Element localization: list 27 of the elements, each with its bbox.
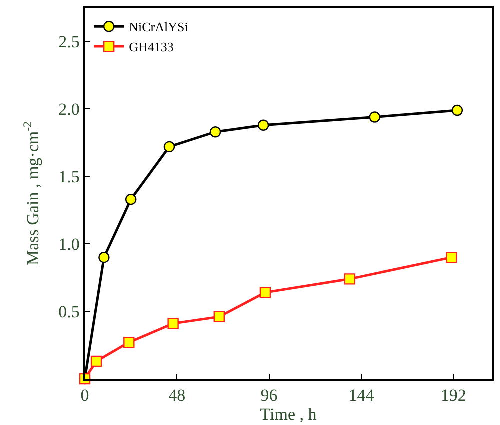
point bbox=[258, 120, 270, 131]
point bbox=[210, 126, 222, 138]
y-tick-label: 2.5 bbox=[58, 32, 80, 52]
legend-label: GH4133 bbox=[129, 40, 174, 55]
point bbox=[90, 356, 102, 368]
legend-label: NiCrAlYSi bbox=[129, 20, 189, 35]
x-tick-label: 144 bbox=[348, 386, 375, 406]
y-tick-label: 2.0 bbox=[58, 100, 80, 120]
point bbox=[214, 311, 225, 323]
point bbox=[98, 252, 110, 264]
point bbox=[164, 141, 176, 153]
point bbox=[446, 252, 458, 264]
x-tick-label: 48 bbox=[168, 386, 186, 406]
point bbox=[125, 194, 137, 206]
point bbox=[124, 336, 135, 348]
point bbox=[168, 318, 179, 330]
y-tick-label: 1.5 bbox=[58, 168, 80, 187]
x-tick-label: 96 bbox=[260, 386, 278, 406]
point bbox=[369, 112, 380, 123]
y-tick-label: 0.5 bbox=[58, 302, 80, 322]
x-tick-label: 192 bbox=[440, 386, 466, 406]
x-axis-title: Time , h bbox=[260, 405, 318, 424]
y-tick-label: 1.0 bbox=[58, 235, 80, 254]
x-tick-label: 0 bbox=[80, 386, 90, 406]
point bbox=[452, 104, 464, 116]
point bbox=[344, 274, 356, 285]
point bbox=[260, 287, 272, 298]
